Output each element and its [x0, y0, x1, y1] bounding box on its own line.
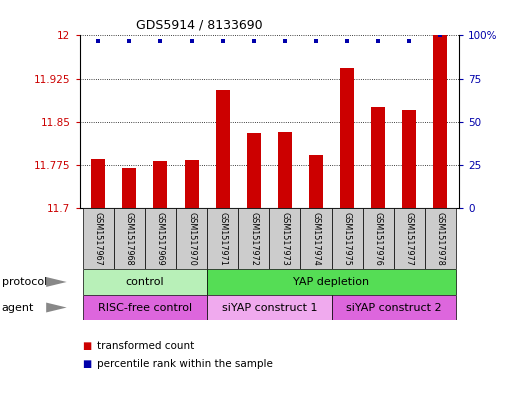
Bar [91, 159, 105, 208]
Text: agent: agent [2, 303, 34, 312]
Bar [176, 208, 207, 269]
Bar [363, 208, 394, 269]
Bar [83, 295, 207, 320]
Bar [207, 269, 456, 295]
Bar [153, 161, 167, 208]
Text: transformed count: transformed count [97, 341, 195, 351]
Bar [278, 132, 292, 208]
Text: siYAP construct 1: siYAP construct 1 [222, 303, 317, 312]
Bar [394, 208, 425, 269]
Text: GSM1517969: GSM1517969 [156, 212, 165, 266]
Text: GDS5914 / 8133690: GDS5914 / 8133690 [136, 18, 263, 31]
Bar [402, 110, 417, 208]
Text: RISC-free control: RISC-free control [98, 303, 192, 312]
Text: protocol: protocol [2, 277, 47, 287]
Bar [83, 269, 207, 295]
Text: GSM1517968: GSM1517968 [125, 212, 134, 266]
Text: GSM1517971: GSM1517971 [218, 212, 227, 266]
Bar [114, 208, 145, 269]
Text: GSM1517967: GSM1517967 [94, 212, 103, 266]
Text: ■: ■ [82, 341, 91, 351]
Text: GSM1517972: GSM1517972 [249, 212, 258, 266]
Bar [425, 208, 456, 269]
Bar [238, 208, 269, 269]
Bar [247, 133, 261, 208]
Bar [331, 295, 456, 320]
Bar [207, 295, 331, 320]
Polygon shape [46, 277, 67, 287]
Bar [215, 90, 230, 208]
Text: GSM1517975: GSM1517975 [343, 212, 351, 266]
Text: GSM1517974: GSM1517974 [311, 212, 321, 266]
Text: percentile rank within the sample: percentile rank within the sample [97, 358, 273, 369]
Bar [331, 208, 363, 269]
Text: control: control [126, 277, 164, 287]
Bar [301, 208, 331, 269]
Bar [207, 208, 238, 269]
Bar [122, 168, 136, 208]
Text: GSM1517970: GSM1517970 [187, 212, 196, 266]
Text: GSM1517976: GSM1517976 [374, 212, 383, 266]
Bar [185, 160, 199, 208]
Bar [371, 107, 385, 208]
Bar [309, 155, 323, 208]
Bar [433, 35, 447, 208]
Polygon shape [46, 303, 67, 312]
Text: YAP depletion: YAP depletion [293, 277, 370, 287]
Text: ■: ■ [82, 358, 91, 369]
Text: GSM1517978: GSM1517978 [436, 212, 445, 266]
Bar [145, 208, 176, 269]
Bar [269, 208, 301, 269]
Text: GSM1517977: GSM1517977 [405, 212, 414, 266]
Text: siYAP construct 2: siYAP construct 2 [346, 303, 442, 312]
Text: GSM1517973: GSM1517973 [281, 212, 289, 266]
Bar [340, 68, 354, 208]
Bar [83, 208, 114, 269]
